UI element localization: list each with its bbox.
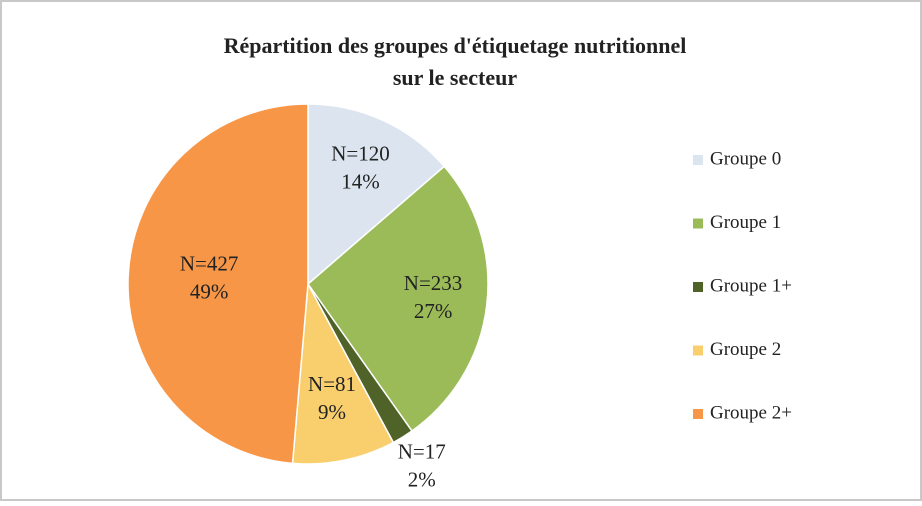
percentage-label: 14% — [341, 169, 380, 193]
legend-swatch — [693, 409, 703, 419]
legend-swatch — [693, 282, 703, 292]
legend-swatch — [693, 218, 703, 229]
pie-slice — [291, 281, 395, 465]
legend-label: Groupe 0 — [710, 148, 781, 169]
percentage-label: 9% — [318, 400, 346, 424]
data-label: N=233 — [404, 271, 463, 295]
data-label: N=81 — [308, 372, 356, 396]
legend-label: Groupe 1 — [710, 212, 781, 233]
legend-swatch — [693, 155, 703, 165]
data-label: N=120 — [331, 141, 390, 165]
legend-swatch — [693, 345, 703, 356]
percentage-label: 27% — [414, 299, 453, 323]
pie-slice — [306, 165, 489, 433]
chart-title: Répartition des groupes d'étiquetage nut… — [224, 33, 687, 58]
chart-subtitle: sur le secteur — [393, 65, 517, 90]
legend-label: Groupe 1+ — [710, 275, 792, 296]
legend-label: Groupe 2 — [710, 339, 781, 360]
data-label: N=427 — [180, 252, 239, 276]
percentage-label: 2% — [408, 467, 436, 491]
pie-slice — [307, 103, 446, 286]
data-label: N=17 — [398, 439, 446, 463]
pie-slice — [127, 103, 309, 465]
legend-label: Groupe 2+ — [710, 402, 792, 423]
percentage-label: 49% — [190, 280, 229, 304]
